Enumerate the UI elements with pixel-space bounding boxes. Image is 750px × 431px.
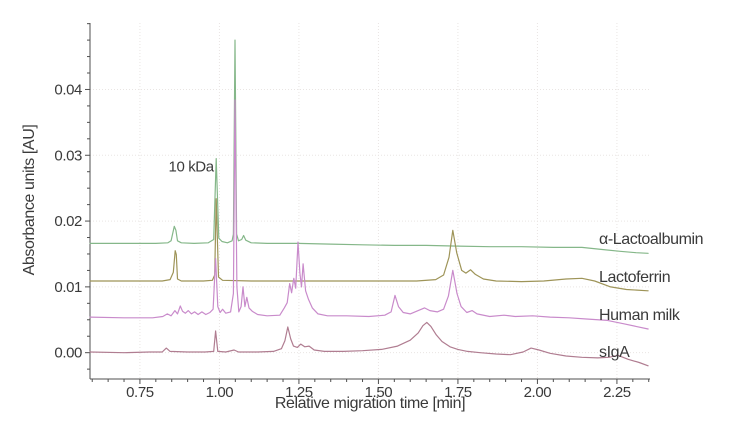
annotation-10-kda: 10 kDa <box>169 158 215 175</box>
x-tick-label: 0.75 <box>126 384 154 401</box>
y-tick-label: 0.04 <box>54 81 82 98</box>
x-tick-label: 2.00 <box>524 384 552 401</box>
x-tick-label: 1.75 <box>444 384 472 401</box>
trace-lactoferrin <box>89 198 649 292</box>
trace-alpha-lactoalbumin <box>89 39 649 254</box>
series-label-siga: sIgA <box>599 344 630 361</box>
y-axis-title: Absorbance units [AU] <box>21 124 38 276</box>
trace-siga <box>89 321 649 367</box>
series-label-alpha-lactoalbumin: α-Lactoalbumin <box>599 231 703 248</box>
x-axis-title: Relative migration time [min] <box>274 395 466 412</box>
x-tick-label: 1.25 <box>285 384 313 401</box>
y-tick-label: 0.00 <box>54 345 82 362</box>
x-tick-label: 1.00 <box>206 384 234 401</box>
series-label-human-milk: Human milk <box>599 307 681 324</box>
x-tick-label: 2.25 <box>603 384 631 401</box>
series-label-lactoferrin: Lactoferrin <box>599 269 670 286</box>
y-tick-label: 0.02 <box>54 213 82 230</box>
y-tick-label: 0.01 <box>54 279 82 296</box>
trace-human-milk <box>89 99 649 330</box>
y-tick-label: 0.03 <box>54 147 82 164</box>
x-tick-label: 1.50 <box>365 384 393 401</box>
